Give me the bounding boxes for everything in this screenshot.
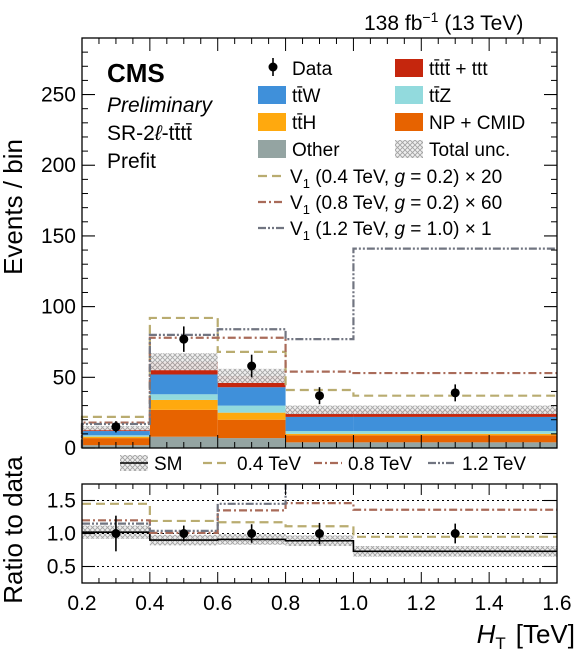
legend-label-other: Other	[292, 140, 340, 161]
x-tick-label-7: 1.6	[542, 592, 571, 615]
main-axes: 0 50 100 150 200 250	[41, 38, 558, 460]
stack-bar-3-bin-4	[353, 431, 557, 434]
cms-label: CMS	[107, 58, 165, 88]
x-tick-label-1: 0.4	[135, 592, 165, 615]
x-tick-label-2: 0.6	[203, 592, 232, 615]
main-legend: Data tt̄tt̄ + ttt tt̄W tt̄Z tt̄H NP + CMID Oth…	[258, 58, 525, 161]
ratio-axes: 0.5 1.0 1.5	[47, 484, 558, 583]
ratio-data-point-1	[179, 529, 189, 538]
data-point-3	[315, 391, 324, 401]
stack-bar-1-bin-2	[217, 419, 286, 439]
legend-label-total_unc: Total unc.	[429, 140, 510, 161]
lumi-label: 138 fb−1 (13 TeV)	[364, 9, 523, 35]
legend-label-np_cmid: NP + CMID	[429, 113, 525, 134]
legend-label-ttz: tt̄Z	[429, 86, 452, 107]
ratio-legend-label-r04: 0.4 TeV	[237, 454, 301, 475]
x-tick-label-4: 1.0	[339, 592, 368, 615]
legend-swatch-other	[258, 140, 286, 158]
ratio-y-tick-label-1: 1.0	[47, 523, 76, 546]
stack-bar-3-bin-3	[285, 431, 354, 434]
legend-label-ttw: tt̄W	[292, 86, 321, 107]
ratio-legend-label-sm: SM	[154, 454, 183, 475]
ratio-panel-content	[82, 484, 557, 568]
y-tick-label-5: 250	[41, 84, 76, 107]
y-tick-label-1: 50	[53, 366, 76, 389]
stack-bar-1-bin-0	[82, 438, 150, 446]
ratio-data-point-2	[247, 529, 257, 538]
stack-bar-2-bin-1	[149, 399, 218, 410]
signal-line-2	[80, 247, 557, 448]
ratio-signal-r08	[82, 502, 557, 534]
data-point-0	[111, 422, 121, 432]
legend-label-v1_12: V1 (1.2 TeV, g = 1.0) × 1	[290, 219, 492, 243]
ratio-y-axis-title: Ratio to data	[0, 456, 28, 604]
ratio-signal-r12	[82, 484, 287, 532]
legend-label-tth: tt̄H	[292, 113, 316, 134]
ratio-y-tick-label-0: 0.5	[47, 556, 76, 579]
stack-bar-2-bin-2	[217, 412, 286, 420]
stack-bar-1-bin-1	[149, 409, 218, 437]
ratio-legend: SM 0.4 TeV 0.8 TeV 1.2 TeV	[120, 454, 526, 475]
legend-swatch-total_unc	[395, 140, 423, 158]
stack-bar-4-bin-3	[285, 416, 354, 432]
stack-bar-2-bin-0	[82, 436, 150, 439]
ratio-y-tick-label-2: 1.5	[47, 490, 76, 513]
ratio-legend-label-r12: 1.2 TeV	[462, 454, 526, 475]
legend-label-data: Data	[292, 59, 333, 80]
stack-bar-2-bin-4	[353, 433, 557, 436]
stack-bar-1-bin-3	[285, 435, 354, 443]
unc-band-bin-4	[353, 405, 557, 415]
data-point-4	[450, 388, 460, 398]
data-point-2	[247, 361, 257, 371]
stack-bar-4-bin-1	[149, 374, 218, 395]
x-tick-labels: 0.2 0.4 0.6 0.8 1.0 1.2 1.4 1.6	[67, 592, 571, 615]
stack-bar-4-bin-2	[217, 387, 286, 406]
region-label: SR-2ℓ-tt̄tt̄	[107, 122, 192, 145]
stack-bar-4-bin-4	[353, 416, 557, 432]
ratio-data-point-0	[111, 529, 121, 538]
y-tick-label-2: 100	[41, 296, 76, 319]
ratio-legend-label-r08: 0.8 TeV	[348, 454, 412, 475]
signal-line-0	[80, 316, 557, 448]
legend-swatch-np_cmid	[395, 113, 423, 131]
y-axis-title: Events / bin	[0, 139, 28, 275]
stack-bar-1-bin-4	[353, 435, 557, 443]
legend-label-v1_04: V1 (0.4 TeV, g = 0.2) × 20	[290, 167, 502, 191]
legend-swatch-ttw	[258, 86, 286, 104]
x-tick-label-5: 1.2	[407, 592, 436, 615]
unc-band-bin-3	[285, 405, 354, 415]
ratio-signal-r04	[82, 502, 557, 538]
legend-swatch-tth	[258, 113, 286, 131]
y-tick-label-4: 200	[41, 154, 76, 177]
data-points	[111, 326, 460, 433]
stack-bar-3-bin-0	[82, 435, 150, 437]
stack-bar-4-bin-0	[82, 431, 150, 436]
unc-band-bin-1	[149, 353, 218, 371]
ratio-clipped-group	[82, 484, 557, 568]
ratio-data-point-4	[450, 529, 460, 538]
legend-swatch-ttz	[395, 86, 423, 104]
legend-swatch-tttt_ttt	[395, 59, 423, 77]
legend-label-v1_08: V1 (0.8 TeV, g = 0.2) × 60	[290, 193, 502, 217]
y-tick-label-0: 0	[64, 437, 76, 460]
legend-data-marker	[268, 62, 278, 72]
stack-bar-3-bin-2	[217, 405, 286, 413]
stacked-histogram	[82, 361, 557, 448]
y-tick-label-3: 150	[41, 225, 76, 248]
x-tick-label-6: 1.4	[475, 592, 505, 615]
stack-bar-3-bin-1	[149, 394, 218, 400]
ratio-data-point-3	[315, 529, 324, 538]
stack-bar-2-bin-3	[285, 433, 354, 436]
x-tick-label-0: 0.2	[67, 592, 96, 615]
legend-label-tttt_ttt: tt̄tt̄ + ttt	[429, 59, 488, 80]
prefit-label: Prefit	[107, 150, 156, 173]
x-tick-label-3: 0.8	[271, 592, 300, 615]
data-point-1	[179, 334, 189, 344]
preliminary-label: Preliminary	[107, 94, 214, 117]
x-axis-title: HT [TeV]	[477, 619, 575, 653]
